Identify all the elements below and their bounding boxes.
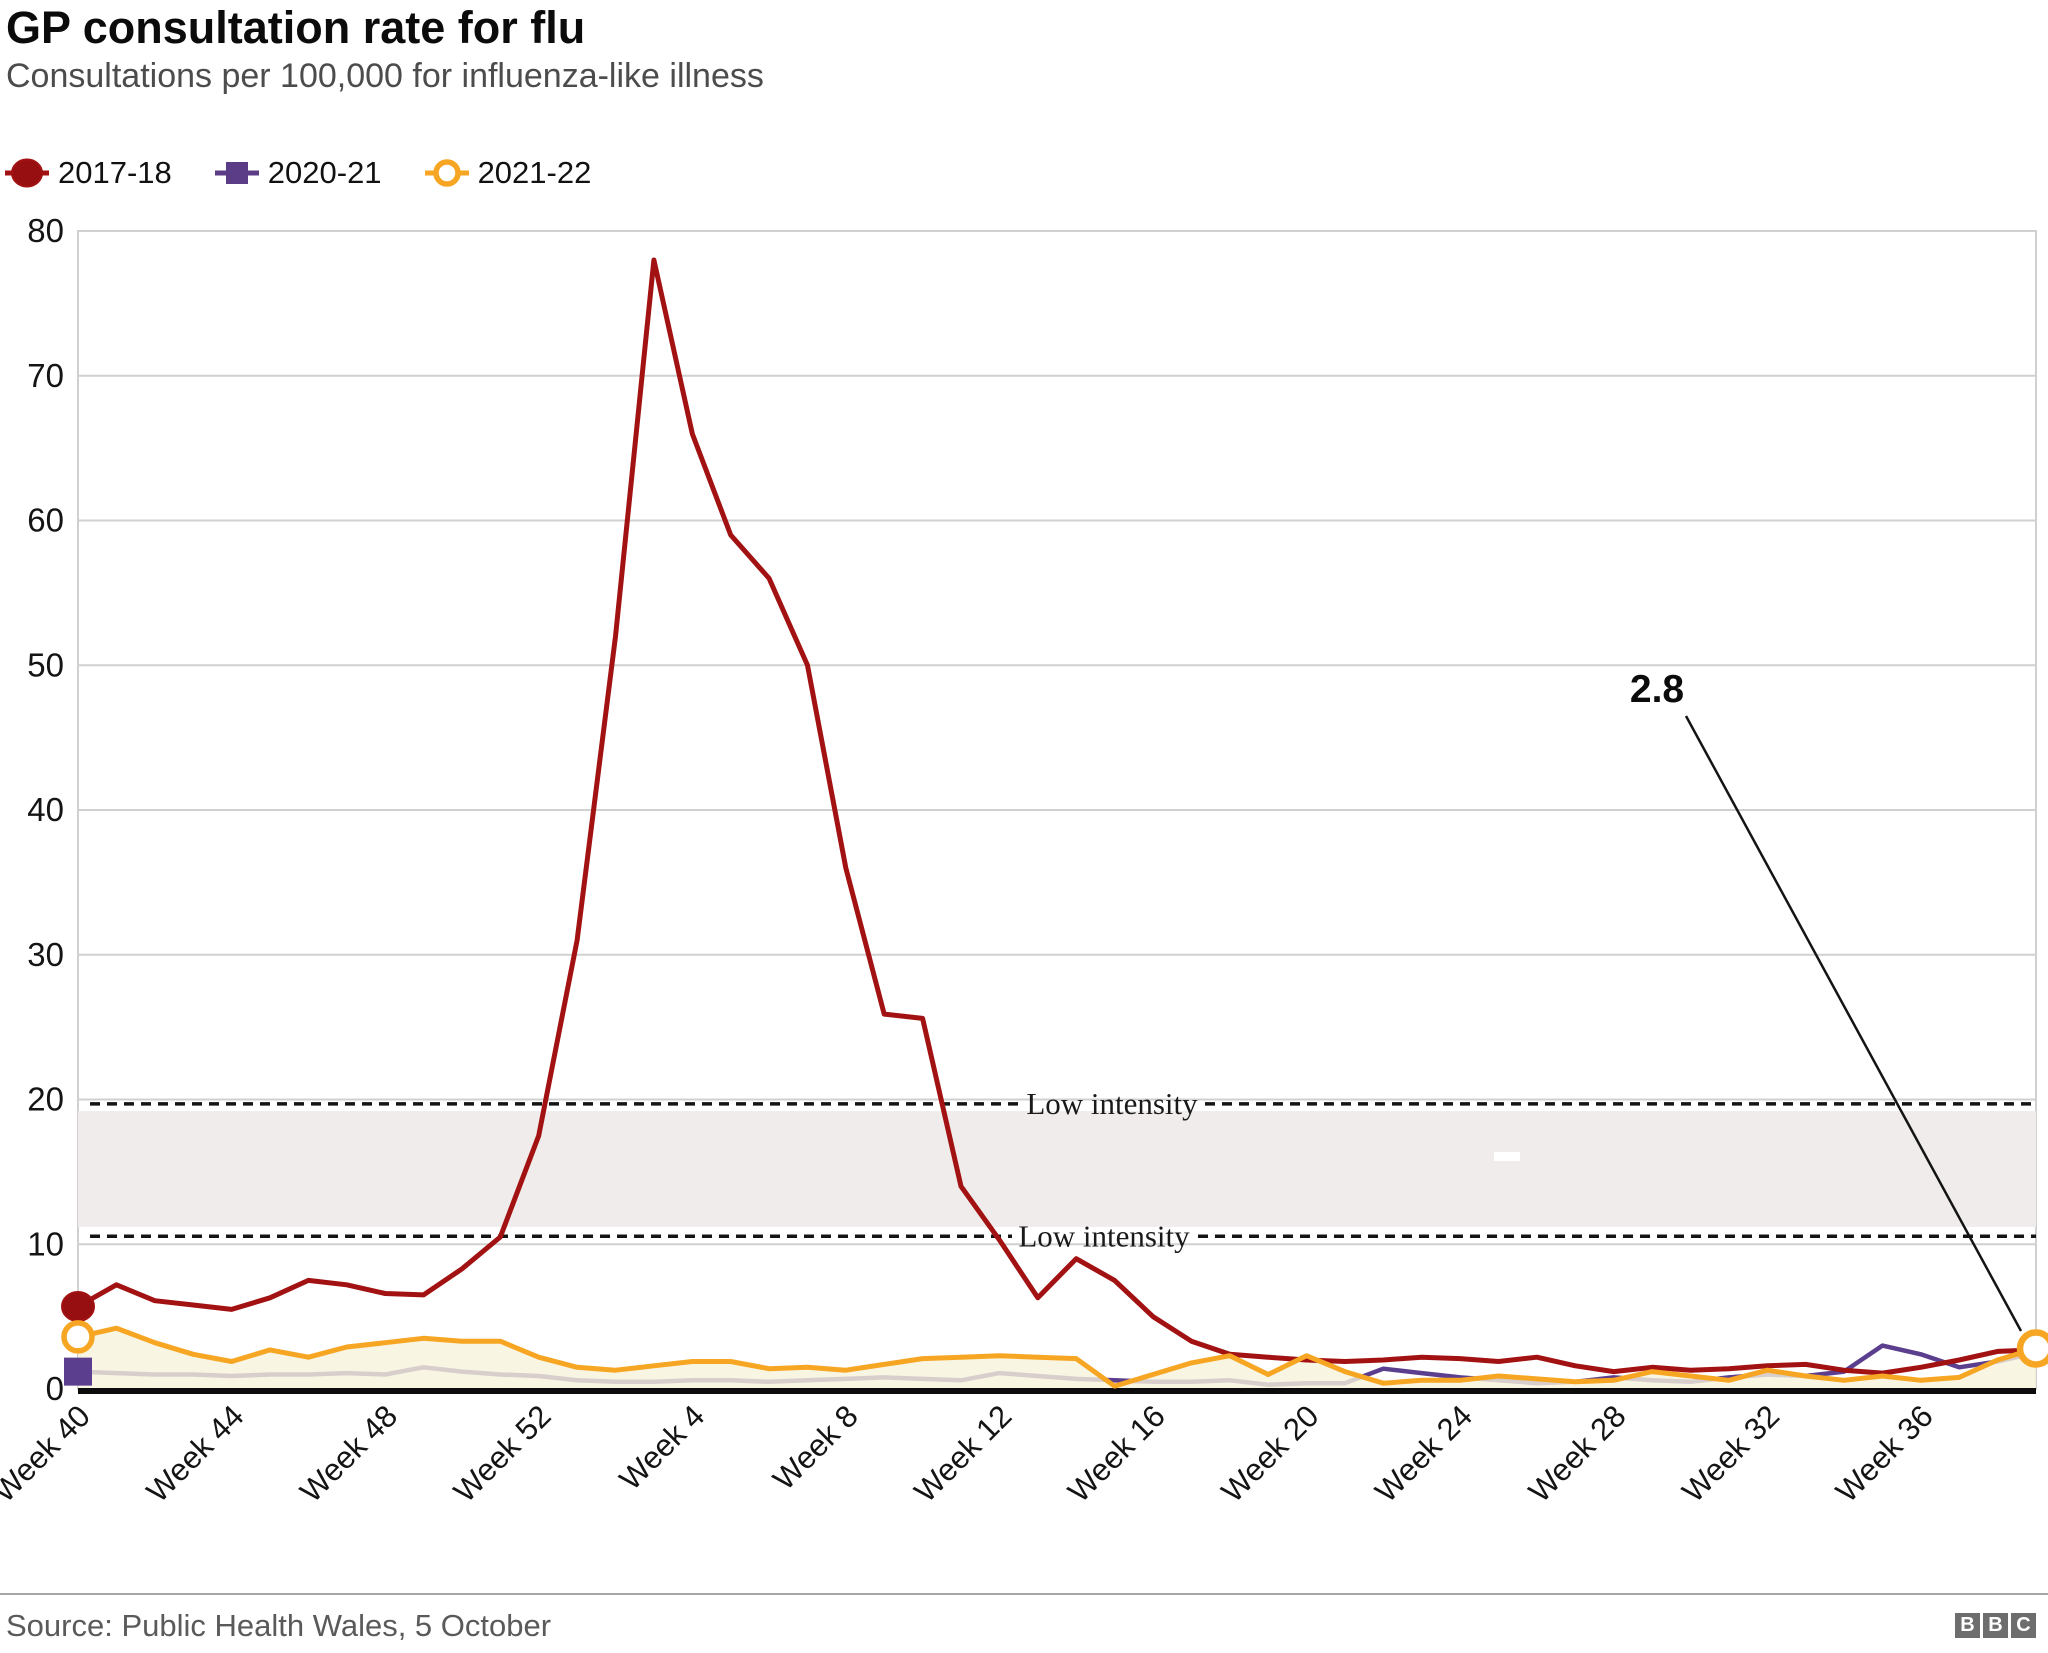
x-tick-label-week-32: Week 32: [1675, 1398, 1786, 1509]
low-intensity-band: [78, 1111, 2036, 1227]
page-subtitle: Consultations per 100,000 for influenza-…: [6, 57, 764, 95]
x-tick-label-week-52: Week 52: [447, 1398, 558, 1509]
legend: 2017-18 2020-21 2021-22: [4, 155, 591, 191]
y-tick-label-30: 30: [27, 936, 64, 973]
filled-circle-icon: [5, 158, 49, 188]
legend-item-2021-22: 2021-22: [424, 155, 592, 191]
y-tick-label-60: 60: [27, 502, 64, 539]
upper-threshold-label: Low intensity: [1026, 1086, 1198, 1121]
x-tick-label-week-44: Week 44: [140, 1398, 251, 1509]
series-line-2021-22: [77, 1325, 2037, 1389]
legend-label: 2021-22: [477, 155, 592, 190]
x-tick-label-week-40: Week 40: [0, 1398, 97, 1509]
band-artifact: [1494, 1152, 1520, 1161]
series-line-2017-18: [76, 257, 2037, 1376]
y-tick-label-70: 70: [27, 357, 64, 394]
bbc-logo-letter: B: [1955, 1613, 1980, 1638]
x-tick-label-week-20: Week 20: [1215, 1398, 1326, 1509]
legend-item-2020-21: 2020-21: [214, 155, 382, 191]
legend-label: 2020-21: [267, 155, 382, 190]
y-tick-label-10: 10: [27, 1225, 64, 1262]
bbc-logo-letter: B: [1983, 1613, 2008, 1638]
source-text: Source: Public Health Wales, 5 October: [6, 1608, 552, 1643]
x-tick-label-week-12: Week 12: [908, 1398, 1019, 1509]
annotation-value-label: 2.8: [1630, 668, 1684, 711]
page-title: GP consultation rate for flu: [6, 2, 586, 53]
legend-label: 2017-18: [58, 155, 172, 190]
y-tick-label-50: 50: [27, 646, 64, 683]
lower-threshold-label: Low intensity: [1018, 1218, 1190, 1253]
x-tick-label-week-24: Week 24: [1368, 1398, 1479, 1509]
y-tick-label-80: 80: [27, 212, 64, 249]
legend-item-2017-18: 2017-18: [4, 155, 172, 191]
start-marker-2017-18: [61, 1290, 95, 1322]
footer-divider: [0, 1593, 2048, 1595]
start-marker-2020-21: [64, 1357, 92, 1386]
bbc-logo: B B C: [1955, 1613, 2036, 1638]
open-circle-icon: [424, 159, 469, 187]
x-tick-label-week-28: Week 28: [1522, 1398, 1633, 1509]
x-tick-label-week-36: Week 36: [1829, 1398, 1940, 1509]
bbc-logo-letter: C: [2011, 1613, 2036, 1638]
x-tick-label-week-8: Week 8: [766, 1398, 865, 1497]
annotation-callout-line: [1684, 715, 2023, 1332]
y-tick-label-40: 40: [27, 791, 64, 828]
x-tick-label-week-48: Week 48: [293, 1398, 404, 1509]
x-tick-label-week-4: Week 4: [613, 1398, 712, 1497]
filled-square-icon: [214, 162, 259, 184]
end-marker-2021-22: [2016, 1329, 2048, 1368]
y-tick-label-0: 0: [46, 1370, 64, 1407]
x-tick-label-week-16: Week 16: [1061, 1398, 1172, 1509]
y-tick-label-20: 20: [27, 1081, 64, 1118]
start-marker-2021-22: [61, 1320, 95, 1354]
